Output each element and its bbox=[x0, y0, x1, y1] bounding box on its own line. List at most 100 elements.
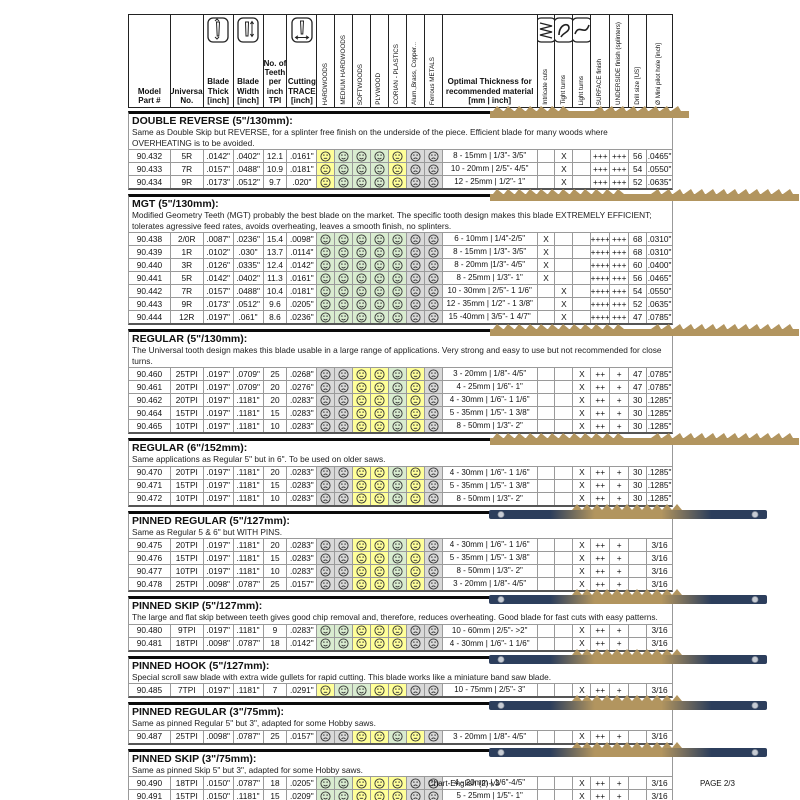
cell-optimal-thickness: 10 - 75mm | 2/5"- 3" bbox=[443, 684, 538, 696]
cell-material-rating-0 bbox=[317, 730, 336, 743]
green-smiley-good-icon bbox=[374, 259, 385, 271]
pinned-blade-image bbox=[489, 741, 767, 757]
yellow-neutral-ok-icon bbox=[356, 480, 367, 491]
cell-material-rating-5 bbox=[406, 394, 425, 406]
gray-frown-not-recommended-icon bbox=[320, 407, 331, 419]
cell-cutting-trace: .0283" bbox=[287, 466, 318, 479]
gray-frown-not-recommended-icon bbox=[428, 467, 439, 478]
yellow-neutral-ok-icon bbox=[410, 731, 421, 742]
cell-material-rating-4 bbox=[389, 259, 407, 271]
cell-tpi: 25 bbox=[264, 730, 288, 743]
cell-optimal-thickness: 8 - 50mm | 1/3"- 2" bbox=[443, 565, 538, 577]
cell-material-rating-6 bbox=[424, 298, 443, 310]
cell-model: 90.444 bbox=[129, 311, 171, 323]
cell-material-rating-4 bbox=[389, 684, 407, 696]
cell-material-rating-6 bbox=[424, 311, 443, 323]
yellow-neutral-ok-icon bbox=[356, 420, 367, 432]
cell-material-rating-4 bbox=[389, 420, 407, 432]
gray-frown-not-recommended-icon bbox=[428, 578, 439, 590]
pinned-blade-image bbox=[489, 589, 767, 604]
yellow-neutral-ok-icon bbox=[356, 407, 367, 419]
cell-tpi: 10.4 bbox=[264, 285, 288, 297]
cell-optimal-thickness: 4 - 20mm | 1/6"-4/5" bbox=[443, 777, 538, 789]
cell-intricate-cuts bbox=[538, 420, 556, 432]
blade-section: PINNED REGULAR (3"/75mm): Same as pinned … bbox=[128, 695, 767, 745]
cell-optimal-thickness: 8 - 15mm | 1/3"- 3/5" bbox=[443, 150, 538, 162]
green-smiley-good-icon bbox=[320, 777, 331, 789]
cell-surface-finish: ++ bbox=[591, 777, 611, 789]
cell-material-rating-5 bbox=[406, 624, 425, 637]
cell-cutting-trace: .0236" bbox=[287, 311, 318, 323]
cell-model: 90.460 bbox=[129, 368, 171, 380]
cell-cutting-trace: .0283" bbox=[287, 492, 318, 505]
yellow-neutral-ok-icon bbox=[410, 480, 421, 491]
yellow-neutral-ok-icon bbox=[392, 625, 403, 636]
cell-material-rating-5 bbox=[406, 285, 425, 297]
gray-frown-not-recommended-icon bbox=[428, 150, 439, 162]
table-row: 90.461 20TPI .0197" .0709" 20.0276" 4 - 25mm … bbox=[129, 380, 672, 393]
cell-material-rating-5 bbox=[406, 272, 425, 284]
table-row: 90.432 5R .0142" .0402" 12.1.0161" 8 - 15mm |… bbox=[129, 149, 672, 162]
cell-material-rating-1 bbox=[335, 552, 354, 564]
cell-intricate-cuts: X bbox=[538, 233, 556, 245]
cell-blade-thick: .0098" bbox=[204, 637, 234, 650]
cell-material-rating-4 bbox=[389, 790, 407, 800]
cell-material-rating-5 bbox=[406, 176, 425, 188]
cell-material-rating-6 bbox=[424, 246, 443, 258]
cell-material-rating-1 bbox=[335, 259, 354, 271]
cell-cutting-trace: .0181" bbox=[287, 163, 318, 175]
cell-tpi: 15 bbox=[264, 552, 288, 564]
cell-material-rating-3 bbox=[371, 790, 390, 800]
cell-material-rating-5 bbox=[406, 565, 425, 577]
green-smiley-good-icon bbox=[374, 176, 385, 188]
cell-intricate-cuts bbox=[538, 311, 556, 323]
green-smiley-good-icon bbox=[338, 625, 349, 636]
cell-universal: 20TPI bbox=[171, 394, 204, 406]
tight-turns-icon bbox=[555, 17, 573, 43]
cell-tight-turns: X bbox=[555, 298, 574, 310]
cell-drill-size bbox=[629, 684, 648, 696]
cell-optimal-thickness: 4 - 30mm | 1/6"- 1 1/6" bbox=[443, 394, 538, 406]
cell-tpi: 12.4 bbox=[264, 259, 288, 271]
gray-frown-not-recommended-icon bbox=[320, 381, 331, 393]
cell-underside-finish: +++ bbox=[610, 150, 630, 162]
yellow-neutral-ok-icon bbox=[374, 467, 385, 478]
col-header-surface: SURFACE finish bbox=[591, 15, 611, 107]
cell-material-rating-3 bbox=[371, 479, 390, 492]
cell-light-turns: X bbox=[573, 624, 592, 637]
cell-material-rating-2 bbox=[353, 311, 372, 323]
gray-frown-not-recommended-icon bbox=[410, 777, 421, 789]
cell-material-rating-1 bbox=[335, 466, 354, 479]
green-smiley-good-icon bbox=[320, 246, 331, 258]
cell-pilot-hole: .1285" bbox=[647, 467, 672, 478]
cell-material-rating-4 bbox=[389, 163, 407, 175]
cell-underside-finish: +++ bbox=[610, 176, 630, 188]
cell-material-rating-6 bbox=[424, 730, 443, 743]
cell-model: 90.443 bbox=[129, 298, 171, 310]
gray-frown-not-recommended-icon bbox=[338, 578, 349, 590]
cell-material-rating-2 bbox=[353, 730, 372, 743]
cell-surface-finish: +++ bbox=[591, 163, 611, 175]
cell-drill-size: 56 bbox=[629, 150, 648, 162]
gray-frown-not-recommended-icon bbox=[320, 394, 331, 406]
cell-material-rating-4 bbox=[389, 730, 407, 743]
gray-frown-not-recommended-icon bbox=[428, 233, 439, 245]
cell-blade-width: .1181" bbox=[234, 492, 264, 505]
gray-frown-not-recommended-icon bbox=[338, 368, 349, 380]
cell-underside-finish: + bbox=[610, 565, 630, 577]
cell-tight-turns bbox=[555, 394, 574, 406]
cell-intricate-cuts bbox=[538, 285, 556, 297]
cell-material-rating-2 bbox=[353, 394, 372, 406]
cell-optimal-thickness: 5 - 35mm | 1/5"- 1 3/8" bbox=[443, 479, 538, 492]
cell-universal: 7R bbox=[171, 285, 204, 297]
plain-blade-image bbox=[490, 324, 799, 336]
cell-material-rating-0 bbox=[317, 624, 336, 637]
gray-frown-not-recommended-icon bbox=[320, 552, 331, 564]
blade-chart-table: Model Part # Universal No. Blade Thick [in… bbox=[128, 14, 799, 800]
cell-surface-finish: ++ bbox=[591, 394, 611, 406]
cell-blade-thick: .0197" bbox=[204, 394, 234, 406]
cell-light-turns: X bbox=[573, 420, 592, 432]
cell-material-rating-5 bbox=[406, 539, 425, 551]
cell-universal: 3R bbox=[171, 259, 204, 271]
cell-material-rating-0 bbox=[317, 163, 336, 175]
